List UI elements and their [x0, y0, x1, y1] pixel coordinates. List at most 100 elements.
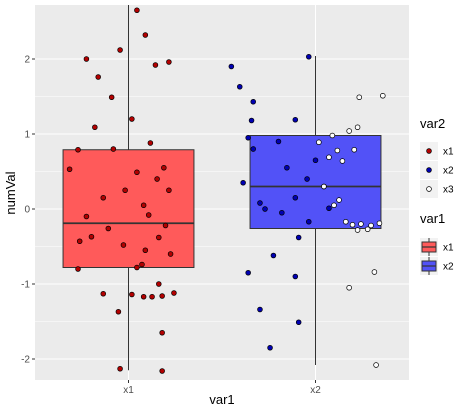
- box-x2: [249, 135, 382, 229]
- data-point-x1: [129, 116, 135, 122]
- data-point-x3: [356, 94, 363, 100]
- jitter-points: [66, 7, 386, 374]
- data-point-x1: [117, 366, 123, 372]
- data-point-x2: [306, 53, 312, 60]
- y-tick-label: -1: [21, 280, 30, 291]
- data-point-x2: [275, 138, 282, 145]
- data-point-x2: [326, 205, 332, 212]
- data-point-x1: [159, 368, 165, 374]
- data-point-x3: [334, 147, 341, 154]
- data-point-x1: [115, 309, 122, 315]
- data-point-x1: [120, 242, 127, 248]
- legend-label: x1: [443, 147, 454, 158]
- data-point-x3: [354, 124, 361, 130]
- data-point-x1: [162, 222, 169, 229]
- y-tick-label: 2: [24, 55, 30, 66]
- legend-key-point: [426, 167, 432, 173]
- data-point-x3: [336, 197, 342, 203]
- x-tick-label: x1: [123, 385, 134, 396]
- legend-key-point: [426, 186, 432, 192]
- legends: var2 x1 x2 x3 var1 x1 x2: [420, 116, 454, 275]
- data-point-x1: [100, 195, 107, 201]
- x-axis: x1 x2: [123, 380, 321, 396]
- data-point-x1: [147, 140, 154, 146]
- data-point-x1: [142, 32, 149, 38]
- data-point-x3: [346, 128, 352, 134]
- data-point-x1: [95, 74, 101, 80]
- data-point-x2: [228, 63, 235, 70]
- data-point-x2: [245, 135, 251, 141]
- data-point-x3: [376, 220, 383, 227]
- legend-var1: var1 x1 x2: [420, 211, 454, 275]
- data-point-x2: [284, 165, 290, 171]
- data-point-x1: [75, 266, 81, 272]
- legend-label: x1: [443, 243, 454, 254]
- data-point-x1: [100, 291, 107, 297]
- legend-label: x2: [443, 166, 454, 177]
- x-axis-title: var1: [209, 392, 234, 407]
- data-point-x1: [134, 264, 140, 271]
- boxes: [62, 5, 382, 371]
- data-point-x1: [145, 212, 152, 218]
- data-point-x1: [75, 147, 81, 153]
- x-tick-label: x2: [310, 385, 321, 396]
- data-point-x1: [66, 166, 73, 173]
- legend-label: x3: [443, 185, 454, 196]
- data-point-x1: [134, 169, 140, 176]
- data-point-x3: [339, 158, 346, 164]
- data-point-x3: [346, 285, 352, 291]
- data-point-x1: [83, 56, 90, 62]
- data-point-x3: [380, 92, 386, 99]
- data-point-x1: [92, 124, 98, 130]
- data-point-x2: [257, 200, 263, 206]
- legend-title: var1: [420, 211, 445, 226]
- data-point-x1: [76, 238, 83, 245]
- data-point-x3: [316, 139, 322, 146]
- data-point-x2: [295, 234, 302, 241]
- data-point-x2: [267, 345, 273, 351]
- data-point-x2: [237, 83, 243, 90]
- data-point-x2: [312, 157, 319, 164]
- data-point-x3: [349, 222, 356, 228]
- data-point-x1: [140, 294, 147, 300]
- data-point-x3: [343, 219, 349, 225]
- data-point-x1: [129, 291, 135, 298]
- data-point-x3: [368, 222, 374, 229]
- data-point-x3: [326, 154, 332, 161]
- legend-label: x2: [443, 262, 454, 273]
- data-point-x3: [354, 227, 361, 233]
- data-point-x1: [140, 202, 147, 209]
- data-point-x1: [152, 62, 159, 68]
- data-point-x1: [159, 293, 165, 299]
- data-point-x1: [166, 59, 172, 65]
- data-point-x1: [159, 330, 165, 336]
- data-point-x1: [122, 187, 128, 194]
- data-point-x1: [110, 146, 117, 152]
- data-point-x2: [279, 210, 285, 216]
- y-tick-label: 0: [24, 205, 30, 216]
- data-point-x2: [262, 206, 268, 212]
- data-point-x2: [250, 146, 256, 152]
- data-point-x1: [166, 187, 172, 194]
- data-point-x3: [364, 226, 371, 233]
- data-point-x1: [83, 213, 90, 220]
- legend-var2: var2 x1 x2 x3: [420, 116, 454, 198]
- legend-title: var2: [420, 116, 445, 131]
- data-point-x3: [331, 202, 337, 209]
- data-point-x2: [245, 270, 251, 276]
- data-point-x2: [292, 273, 299, 280]
- data-point-x1: [139, 261, 145, 268]
- data-point-x1: [161, 165, 167, 171]
- data-point-x1: [154, 176, 160, 182]
- data-point-x2: [248, 117, 255, 124]
- data-point-x1: [142, 247, 149, 254]
- y-tick-label: -2: [21, 355, 30, 366]
- data-point-x2: [257, 306, 263, 313]
- data-point-x3: [373, 362, 379, 368]
- data-point-x1: [88, 234, 95, 240]
- data-point-x1: [108, 94, 115, 100]
- data-point-x2: [292, 116, 299, 123]
- data-point-x2: [306, 219, 312, 225]
- data-point-x1: [134, 7, 140, 14]
- data-point-x3: [358, 221, 364, 227]
